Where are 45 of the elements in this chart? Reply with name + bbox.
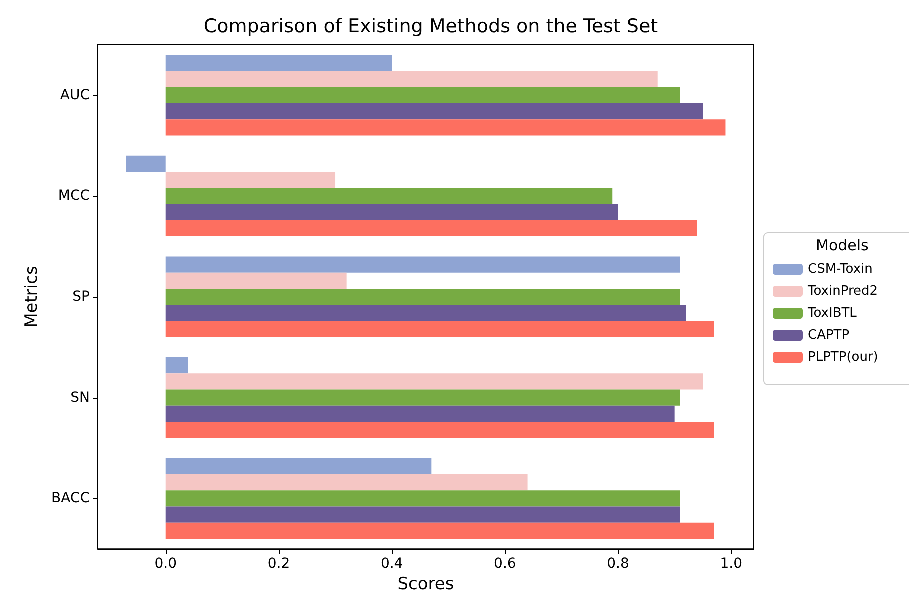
legend-title: Models (816, 236, 870, 254)
y-tick-label: SP (72, 289, 90, 306)
bar (166, 288, 680, 306)
bar (166, 71, 658, 88)
legend-label: CSM-Toxin (808, 262, 873, 277)
bar (166, 220, 698, 237)
bar (166, 188, 613, 204)
bar (166, 406, 675, 422)
legend-label: PLPTP(our) (808, 350, 878, 365)
y-axis-title: Metrics (22, 266, 42, 328)
bar (166, 120, 726, 136)
bar (166, 358, 188, 374)
y-tick-label: BACC (52, 490, 90, 507)
x-axis-title: Scores (398, 574, 454, 594)
x-tick-label: 0.8 (607, 556, 630, 572)
bar (126, 156, 166, 172)
bar (166, 272, 347, 289)
bar (166, 506, 680, 523)
bar (166, 204, 618, 220)
bar (166, 103, 704, 120)
y-tick-label: MCC (58, 188, 90, 204)
bar (166, 87, 680, 104)
bar (166, 474, 528, 491)
legend-label: CAPTP (808, 328, 850, 343)
x-tick-label: 0.4 (380, 556, 404, 572)
bar (166, 458, 432, 474)
x-tick-label: 1.0 (720, 556, 743, 572)
bar (166, 390, 680, 406)
legend-label: ToxinPred2 (807, 284, 878, 299)
x-tick-label: 0.0 (154, 556, 177, 572)
x-tick-label: 0.2 (268, 556, 290, 572)
bar (166, 321, 714, 338)
bar (166, 256, 680, 273)
bar (166, 522, 714, 540)
bar (166, 55, 392, 72)
y-tick-label: SN (70, 390, 90, 406)
bar (166, 374, 704, 390)
bar (166, 490, 680, 507)
x-tick-label: 0.6 (494, 556, 516, 572)
bar (166, 305, 686, 322)
y-tick-label: AUC (60, 87, 90, 104)
bar (166, 422, 714, 438)
chart-title: Comparison of Existing Methods on the Test Set (204, 16, 658, 38)
bar (166, 172, 336, 188)
legend-label: ToxIBTL (807, 306, 858, 321)
